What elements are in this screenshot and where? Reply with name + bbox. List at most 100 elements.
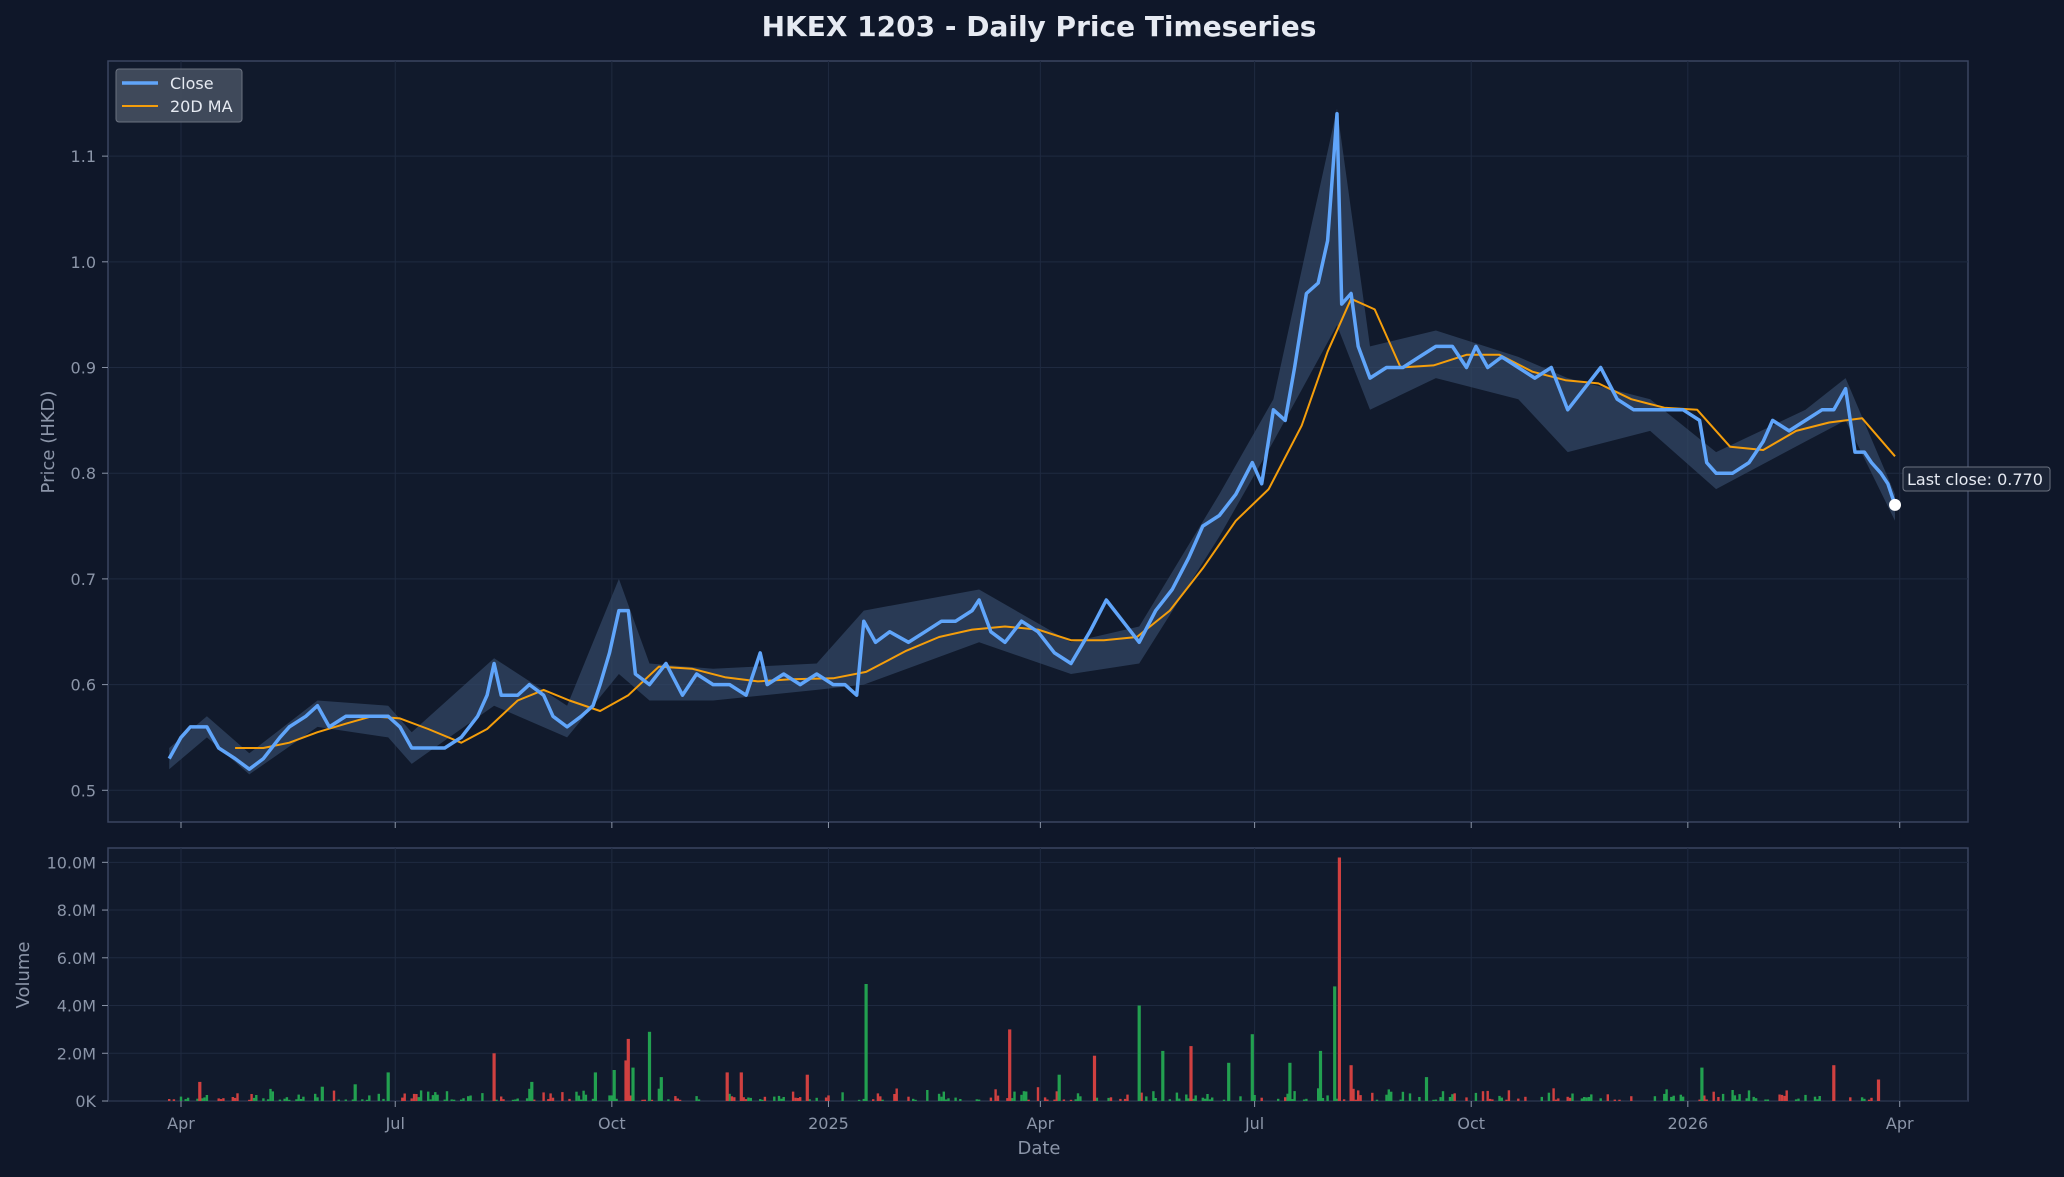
volume-bar bbox=[179, 1096, 183, 1101]
volume-bar bbox=[914, 1099, 917, 1101]
volume-bar bbox=[295, 1099, 298, 1101]
volume-bar bbox=[1681, 1096, 1685, 1101]
volume-bar bbox=[353, 1084, 357, 1101]
volume-bar bbox=[266, 1099, 270, 1101]
volume-bar bbox=[561, 1092, 564, 1101]
volume-bar bbox=[1618, 1099, 1621, 1101]
volume-bar bbox=[593, 1072, 597, 1101]
volume-bar bbox=[551, 1097, 555, 1101]
volume-bar bbox=[1359, 1095, 1362, 1101]
volume-bar bbox=[1057, 1074, 1061, 1101]
volume-bar bbox=[1227, 1062, 1231, 1101]
volume-bar bbox=[1022, 1091, 1026, 1101]
volume-bar bbox=[1679, 1094, 1682, 1101]
volume-bar bbox=[1700, 1067, 1704, 1101]
volume-bar bbox=[283, 1098, 286, 1101]
volume-bar bbox=[1076, 1093, 1080, 1101]
volume-bar bbox=[316, 1097, 319, 1101]
chart-title: HKEX 1203 - Daily Price Timeseries bbox=[762, 10, 1317, 43]
volume-bar bbox=[1432, 1099, 1435, 1101]
volume-bar bbox=[1020, 1094, 1023, 1101]
volume-bar bbox=[1092, 1055, 1097, 1101]
volume-y-tick-label: 10.0M bbox=[47, 853, 96, 872]
volume-bar bbox=[1145, 1096, 1148, 1101]
volume-bar bbox=[1663, 1093, 1666, 1101]
volume-bar bbox=[1401, 1091, 1405, 1101]
volume-bar bbox=[695, 1096, 698, 1101]
volume-bar bbox=[1204, 1098, 1207, 1101]
volume-bar bbox=[1785, 1090, 1788, 1101]
x-tick-label: Oct bbox=[598, 1114, 626, 1133]
volume-bar bbox=[1568, 1097, 1572, 1101]
volume-bar bbox=[744, 1099, 748, 1101]
volume-bar bbox=[725, 1072, 729, 1101]
legend-label-ma: 20D MA bbox=[170, 97, 233, 116]
volume-bar bbox=[733, 1097, 736, 1101]
volume-bar bbox=[1736, 1099, 1739, 1101]
volume-bar bbox=[252, 1097, 256, 1101]
volume-bar bbox=[434, 1092, 437, 1101]
volume-bar bbox=[1630, 1096, 1633, 1101]
volume-bar bbox=[730, 1096, 734, 1101]
volume-bar bbox=[1665, 1089, 1668, 1101]
volume-bar bbox=[516, 1098, 519, 1101]
volume-bar bbox=[1439, 1097, 1442, 1101]
volume-bar bbox=[1731, 1090, 1734, 1101]
volume-bar bbox=[184, 1099, 187, 1101]
volume-grid bbox=[108, 848, 1968, 1102]
x-tick-label: Apr bbox=[1027, 1114, 1055, 1133]
volume-bar bbox=[382, 1098, 385, 1101]
volume-bar bbox=[410, 1098, 413, 1101]
volume-bar bbox=[1613, 1099, 1616, 1101]
volume-bar bbox=[947, 1098, 950, 1101]
volume-bar bbox=[1712, 1091, 1715, 1101]
volume-bar bbox=[1291, 1099, 1294, 1101]
volume-bar bbox=[462, 1098, 465, 1101]
volume-bar bbox=[201, 1098, 204, 1101]
volume-bar bbox=[511, 1099, 515, 1101]
last-close-label-box bbox=[1902, 466, 2051, 492]
volume-bar bbox=[864, 984, 868, 1101]
volume-bar bbox=[1055, 1091, 1058, 1101]
volume-bar bbox=[1152, 1091, 1155, 1101]
x-tick-label: Oct bbox=[1457, 1114, 1485, 1133]
volume-bar bbox=[500, 1096, 503, 1101]
volume-bar bbox=[942, 1091, 945, 1101]
volume-bar bbox=[502, 1099, 505, 1101]
x-tick-label: Jul bbox=[385, 1114, 405, 1133]
volume-bar bbox=[626, 1038, 630, 1101]
volume-bar bbox=[377, 1093, 380, 1101]
volume-bar bbox=[1352, 1088, 1355, 1101]
volume-bar bbox=[1876, 1079, 1881, 1101]
volume-bar bbox=[824, 1097, 828, 1101]
volume-bar bbox=[1717, 1097, 1720, 1101]
volume-bar bbox=[1566, 1096, 1569, 1101]
volume-bar bbox=[1747, 1090, 1751, 1101]
volume-bar bbox=[1832, 1065, 1836, 1101]
volume-bar bbox=[269, 1088, 272, 1101]
volume-bar bbox=[337, 1099, 340, 1101]
volume-bar bbox=[1448, 1097, 1452, 1101]
legend-label-close: Close bbox=[170, 74, 214, 93]
volume-bar bbox=[975, 1099, 978, 1101]
volume-bar bbox=[351, 1099, 355, 1101]
price-y-tick-label: 1.1 bbox=[71, 147, 96, 166]
volume-bar bbox=[403, 1093, 406, 1101]
volume-bar bbox=[610, 1095, 613, 1101]
volume-bar bbox=[1599, 1098, 1602, 1101]
volume-bar bbox=[1123, 1098, 1127, 1101]
volume-bar bbox=[659, 1077, 663, 1101]
volume-bar bbox=[582, 1090, 585, 1101]
volume-bar bbox=[678, 1099, 682, 1101]
volume-bar bbox=[1587, 1097, 1591, 1101]
volume-bar bbox=[763, 1096, 767, 1101]
volume-bar bbox=[1585, 1097, 1588, 1101]
volume-bar bbox=[368, 1095, 371, 1101]
volume-y-tick-label: 6.0M bbox=[57, 949, 96, 968]
volume-bar bbox=[926, 1090, 929, 1101]
x-tick-label: Apr bbox=[167, 1114, 195, 1133]
volume-bar bbox=[436, 1094, 439, 1101]
volume-bar bbox=[1222, 1099, 1226, 1101]
volume-bar bbox=[495, 1099, 498, 1101]
volume-bar bbox=[417, 1097, 420, 1101]
